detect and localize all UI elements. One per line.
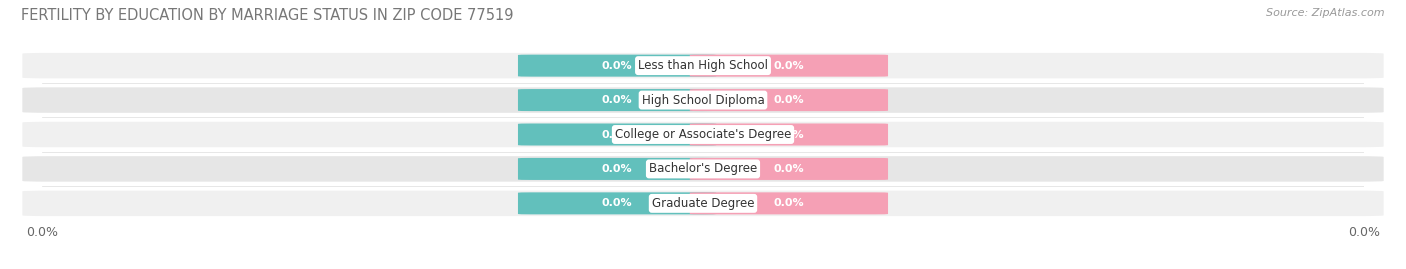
Text: High School Diploma: High School Diploma [641, 94, 765, 107]
Text: 0.0%: 0.0% [602, 198, 633, 208]
FancyBboxPatch shape [22, 191, 1384, 216]
FancyBboxPatch shape [22, 53, 1384, 78]
FancyBboxPatch shape [690, 158, 889, 180]
FancyBboxPatch shape [690, 123, 889, 146]
Text: FERTILITY BY EDUCATION BY MARRIAGE STATUS IN ZIP CODE 77519: FERTILITY BY EDUCATION BY MARRIAGE STATU… [21, 8, 513, 23]
FancyBboxPatch shape [22, 122, 1384, 147]
Text: College or Associate's Degree: College or Associate's Degree [614, 128, 792, 141]
Text: Less than High School: Less than High School [638, 59, 768, 72]
FancyBboxPatch shape [517, 158, 716, 180]
Text: 0.0%: 0.0% [602, 129, 633, 140]
FancyBboxPatch shape [517, 55, 716, 77]
FancyBboxPatch shape [517, 123, 716, 146]
FancyBboxPatch shape [22, 87, 1384, 113]
FancyBboxPatch shape [517, 192, 716, 214]
Text: 0.0%: 0.0% [773, 95, 804, 105]
Text: 0.0%: 0.0% [602, 95, 633, 105]
Text: 0.0%: 0.0% [773, 164, 804, 174]
Text: 0.0%: 0.0% [773, 129, 804, 140]
Text: Source: ZipAtlas.com: Source: ZipAtlas.com [1267, 8, 1385, 18]
Text: 0.0%: 0.0% [602, 61, 633, 71]
FancyBboxPatch shape [690, 89, 889, 111]
Text: 0.0%: 0.0% [773, 198, 804, 208]
Text: Bachelor's Degree: Bachelor's Degree [650, 162, 756, 175]
FancyBboxPatch shape [690, 55, 889, 77]
FancyBboxPatch shape [690, 192, 889, 214]
Text: Graduate Degree: Graduate Degree [652, 197, 754, 210]
Text: 0.0%: 0.0% [602, 164, 633, 174]
Text: 0.0%: 0.0% [773, 61, 804, 71]
FancyBboxPatch shape [517, 89, 716, 111]
FancyBboxPatch shape [22, 156, 1384, 182]
